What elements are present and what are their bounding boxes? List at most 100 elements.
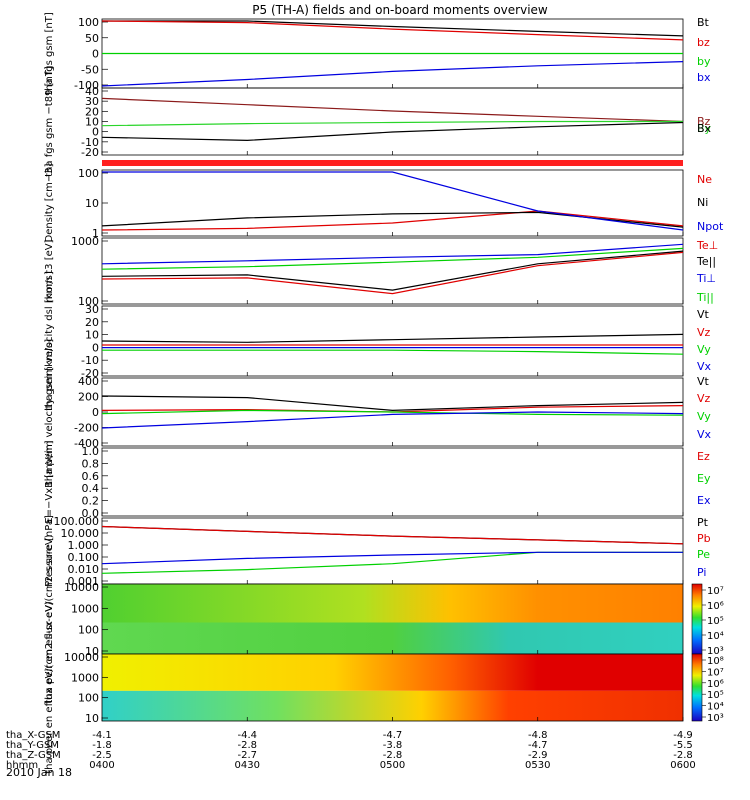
y-axis-label: tha peim velocity gsm [km/s] [44, 339, 55, 486]
series-line-Vz [101, 405, 684, 413]
spectrogram-lower [102, 690, 683, 721]
y-tick-label: 10000 [64, 651, 99, 664]
date-label: 2010 Jan 18 [6, 766, 72, 779]
ephemeris-value: 0500 [380, 760, 405, 771]
colorbar-tick-label: 10⁴ [707, 702, 724, 713]
ephemeris-value: -4.4 [237, 730, 257, 741]
y-tick-label: 30 [85, 95, 99, 108]
ephemeris-value: -2.8 [383, 750, 403, 761]
y-tick-label: 0 [92, 126, 99, 139]
panel-frame [101, 517, 684, 585]
ephemeris-value: 0400 [89, 760, 114, 771]
legend-entry: Ne [697, 173, 712, 186]
y-tick-label: 0 [92, 341, 99, 354]
ephemeris-value: 0600 [670, 760, 695, 771]
legend-entry: Vt [697, 308, 710, 321]
legend-entry: Pi [697, 566, 706, 579]
legend-entry: Vy [697, 343, 711, 356]
colorbar [691, 583, 703, 655]
y-tick-label: 0.010 [68, 563, 100, 576]
series-line-Pi [101, 551, 683, 565]
y-tick-label: 10 [85, 712, 99, 725]
y-tick-label: 20 [85, 316, 99, 329]
y-tick-label: 0.4 [82, 482, 100, 495]
y-tick-label: 10 [85, 329, 99, 342]
y-tick-label: 0.001 [68, 575, 100, 588]
y-tick-label: 1 [92, 227, 99, 240]
legend-entry: Ez [697, 450, 710, 463]
y-tick-label: -20 [81, 146, 99, 159]
legend-entry: Vt [697, 375, 710, 388]
legend-entry: By [697, 122, 712, 135]
series-line-Te⊥ [101, 251, 684, 295]
legend-entry: Ti|| [696, 291, 714, 304]
legend-entry: Ti⊥ [696, 272, 716, 285]
legend-entry: Ex [697, 494, 711, 507]
panel-1: 100 50 0 -50 -100 tha fgs gsm [nT] Bt bz by bx [44, 12, 711, 95]
panel-3: 100 10 1 Density [cm−3] Ne Ni Npot [44, 163, 724, 242]
colorbar-tick-label: 10⁶ [707, 601, 724, 612]
y-axis-label: Pressure [nPa] [44, 515, 55, 587]
series-line-Vy [101, 409, 684, 416]
y-tick-label: 0.0 [82, 507, 100, 520]
legend-entry: Vy [697, 410, 711, 423]
colorbar-tick-label: 10⁵ [707, 616, 724, 627]
y-tick-label: 1000 [71, 602, 99, 615]
legend-entry: bz [697, 36, 710, 49]
ephemeris-label: tha_Z-GSM [6, 750, 61, 761]
legend-entry: Bt [697, 16, 710, 29]
y-tick-label: 20 [85, 105, 99, 118]
spectrogram-lower [102, 622, 683, 654]
y-axis-label: Density [cm−3] [44, 163, 55, 242]
ephemeris-value: 0430 [235, 760, 260, 771]
panel-frame [101, 169, 684, 237]
y-tick-label: -400 [74, 437, 99, 450]
series-line-Ne [101, 210, 684, 231]
y-tick-label: 400 [78, 375, 99, 388]
legend-entry: Te⊥ [696, 239, 718, 252]
y-tick-label: 200 [78, 391, 99, 404]
panel-6: 400 200 0 -200 -400 tha peim velocity gsm [km… [44, 339, 712, 486]
y-tick-label: 1000 [71, 671, 99, 684]
colorbar-tick-label: 10⁴ [707, 631, 724, 642]
series-line-Vx [101, 411, 684, 429]
colorbar-tick-label: 10⁷ [707, 667, 724, 678]
ephemeris-value: -3.8 [383, 740, 403, 751]
legend-entry: Vx [697, 428, 712, 441]
y-tick-label: -200 [74, 422, 99, 435]
series-line-Vy [102, 349, 684, 355]
legend-entry: by [697, 55, 711, 68]
ephemeris-value: -2.5 [92, 750, 112, 761]
y-tick-label: 10000 [64, 581, 99, 594]
y-axis-label: tha fgs gsm −t89 [nT] [44, 66, 55, 177]
series-line-Ti|| [101, 247, 684, 270]
ephemeris-label: tha_Y-GSM [6, 740, 59, 751]
series-line-bx [101, 61, 684, 87]
y-tick-label: 100 [78, 692, 99, 705]
ephemeris-value: -4.8 [528, 730, 548, 741]
series-line-Bt [102, 20, 684, 37]
y-tick-label: 0 [92, 406, 99, 419]
colorbar [691, 653, 703, 722]
legend-entry: Pt [697, 516, 709, 529]
y-tick-label: -10 [81, 136, 99, 149]
series-line-Ti⊥ [101, 243, 684, 265]
ephemeris-value: -4.9 [673, 730, 693, 741]
y-tick-label: 100 [78, 167, 99, 180]
ephemeris-value: 0530 [525, 760, 550, 771]
series-line-Pb [101, 525, 684, 545]
legend-entry: Ni [697, 196, 708, 209]
y-tick-label: 10 [85, 197, 99, 210]
y-tick-label: 0 [92, 48, 99, 61]
y-tick-label: 100.000 [54, 515, 100, 528]
legend-entry: Npot [697, 220, 724, 233]
series-line-Bz [101, 97, 684, 123]
y-axis-label: tha peer en eflux eV/(cm2-s-sr-eV) [44, 601, 55, 774]
spectrogram-upper [102, 654, 683, 691]
